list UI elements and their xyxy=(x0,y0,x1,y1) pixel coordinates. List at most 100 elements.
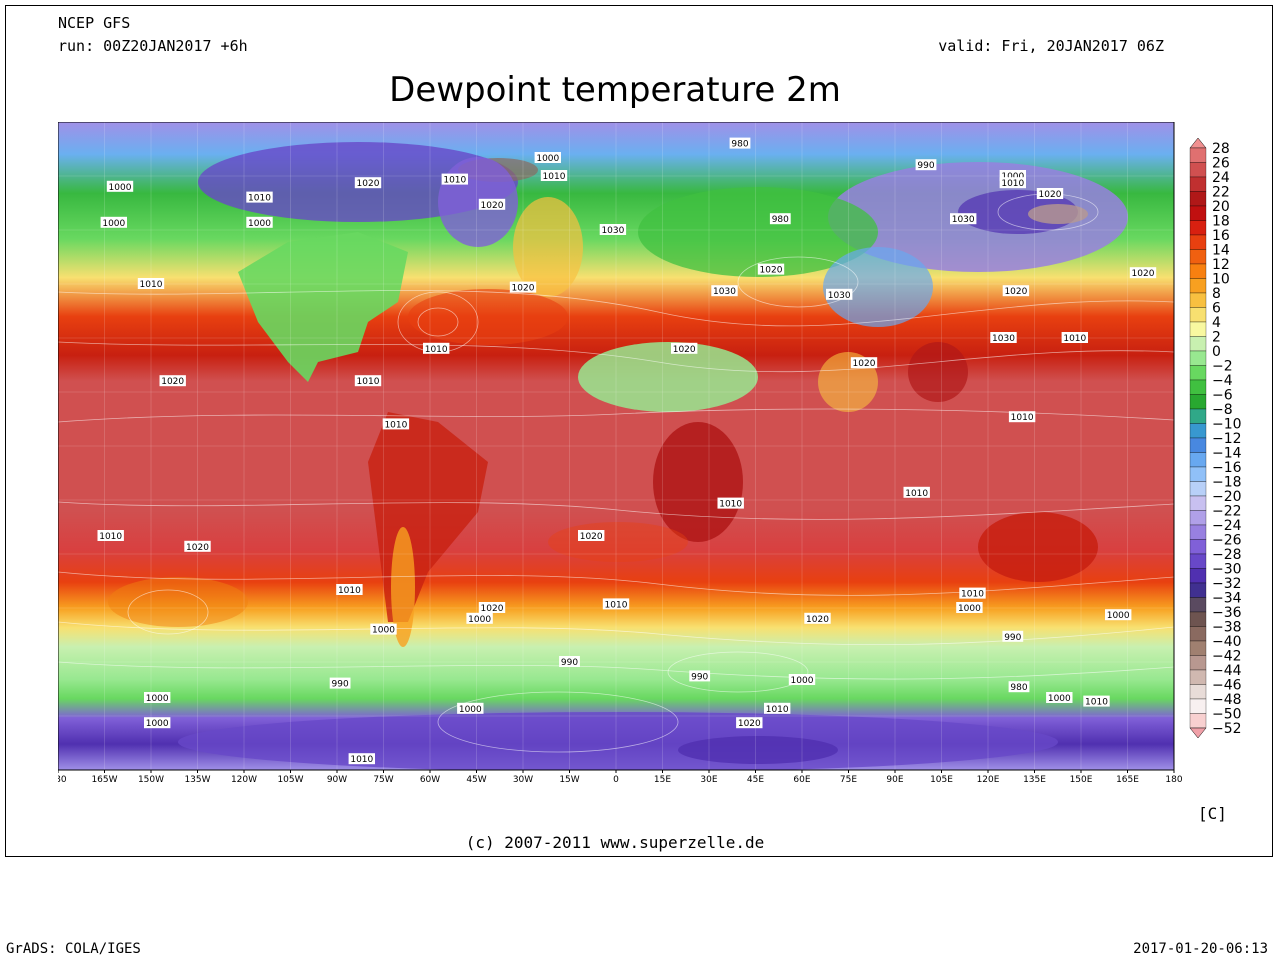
legend-label: −34 xyxy=(1212,591,1242,607)
isobar-label: 1000 xyxy=(100,216,127,229)
isobar-label: 1010 xyxy=(382,418,410,430)
isobar-label: 1000 xyxy=(144,692,171,704)
legend-swatch xyxy=(1189,263,1207,279)
legend-label: −42 xyxy=(1212,649,1242,665)
legend-top-arrow xyxy=(1189,138,1207,149)
lon-tick-label: 90W xyxy=(327,775,347,782)
legend-swatch xyxy=(1189,698,1207,714)
isobar-label: 1020 xyxy=(354,177,382,189)
isobar-label: 1000 xyxy=(466,612,493,625)
legend-swatch xyxy=(1189,481,1207,497)
svg-text:1010: 1010 xyxy=(99,532,122,542)
svg-text:1010: 1010 xyxy=(719,500,742,510)
run-info: run: 00Z20JAN2017 +6h xyxy=(58,37,248,55)
svg-text:1020: 1020 xyxy=(760,266,783,276)
svg-text:1010: 1010 xyxy=(961,590,984,600)
antarctica xyxy=(178,712,1058,770)
svg-text:1010: 1010 xyxy=(425,345,448,355)
lon-tick-label: 180 xyxy=(1165,775,1182,782)
se-asia xyxy=(908,342,968,402)
plot-frame xyxy=(5,5,1273,857)
isobar-label: 1010 xyxy=(602,598,630,610)
legend-label: 6 xyxy=(1212,301,1221,317)
isobar-label: 1010 xyxy=(354,375,382,387)
legend-swatch xyxy=(1189,452,1207,468)
svg-text:1000: 1000 xyxy=(372,626,395,636)
lon-tick-label: 15E xyxy=(654,775,671,782)
lon-tick-label: 165E xyxy=(1116,775,1139,782)
svg-text:1020: 1020 xyxy=(673,345,696,355)
dewpoint-map: 1020 1000 1000 1010 1000 1010 1020 1000 1010 980 9… xyxy=(58,122,1183,782)
svg-text:1010: 1010 xyxy=(140,280,163,290)
legend-label: −6 xyxy=(1212,388,1233,404)
isobar-label: 1010 xyxy=(97,530,124,542)
legend-swatch xyxy=(1189,408,1207,424)
svg-text:1000: 1000 xyxy=(958,604,981,614)
eurasia-green xyxy=(638,187,878,277)
isobar-label: 1000 xyxy=(534,152,561,164)
svg-text:1030: 1030 xyxy=(828,291,851,301)
isobar-label: 1000 xyxy=(999,170,1026,182)
svg-text:1000: 1000 xyxy=(468,615,491,625)
svg-text:1020: 1020 xyxy=(1039,190,1062,200)
isobar-label: 1010 xyxy=(959,587,986,600)
legend-label: −52 xyxy=(1212,721,1242,737)
map-axes: 90N75N60N45N30N15NEQ15S30S45S60S75S90S18… xyxy=(58,770,1183,782)
legend-label: 28 xyxy=(1212,141,1230,157)
isobar-label: 1000 xyxy=(144,717,171,729)
isobar-label: 1010 xyxy=(717,497,744,510)
legend-swatch xyxy=(1189,350,1207,366)
isobar-label: 1010 xyxy=(903,486,930,499)
legend-label: −30 xyxy=(1212,562,1242,578)
svg-text:1010: 1010 xyxy=(905,489,928,499)
lon-tick-label: 120W xyxy=(231,775,257,782)
isobar-label: 1000 xyxy=(956,602,983,614)
lon-tick-label: 135E xyxy=(1023,775,1046,782)
svg-text:1030: 1030 xyxy=(601,226,624,236)
svg-text:1020: 1020 xyxy=(1132,269,1155,279)
lon-tick-label: 60E xyxy=(793,775,810,782)
legend-label: 8 xyxy=(1212,286,1221,302)
svg-text:1000: 1000 xyxy=(146,719,169,729)
legend-swatch xyxy=(1189,147,1207,163)
svg-text:1010: 1010 xyxy=(1063,334,1086,344)
legend-label: −2 xyxy=(1212,359,1233,375)
isobar-label: 1020 xyxy=(850,357,878,369)
svg-text:980: 980 xyxy=(772,215,789,225)
lon-tick-label: 60W xyxy=(420,775,440,782)
legend-label: −18 xyxy=(1212,475,1242,491)
svg-text:980: 980 xyxy=(731,140,748,150)
isobar-label: 1020 xyxy=(1002,285,1030,297)
legend-swatch xyxy=(1189,539,1207,555)
svg-text:990: 990 xyxy=(1004,633,1021,643)
isobar-label: 980 xyxy=(729,137,751,150)
legend-swatch xyxy=(1189,336,1207,352)
svg-text:1020: 1020 xyxy=(161,377,184,387)
isobar-label: 1000 xyxy=(1046,692,1073,704)
legend-label: −48 xyxy=(1212,692,1242,708)
legend-swatch xyxy=(1189,307,1207,323)
legend-label: −4 xyxy=(1212,373,1233,389)
isobar-label: 1020 xyxy=(578,530,605,542)
legend-label: −20 xyxy=(1212,489,1242,505)
sahara xyxy=(578,342,758,412)
svg-text:1030: 1030 xyxy=(992,334,1015,344)
lon-tick-label: 30W xyxy=(513,775,533,782)
svg-text:1010: 1010 xyxy=(443,176,466,186)
legend-swatch xyxy=(1189,553,1207,569)
legend-swatch xyxy=(1189,524,1207,540)
legend-label: 2 xyxy=(1212,330,1221,346)
legend-swatch xyxy=(1189,423,1207,439)
isobar-label: 1000 xyxy=(246,216,273,229)
isobar-labels: 1020 1000 1000 1010 1000 1010 1020 1000 1010 980 9… xyxy=(97,137,1157,765)
legend-swatch xyxy=(1189,394,1207,410)
legend-swatch xyxy=(1189,495,1207,511)
isobar-label: 1010 xyxy=(137,278,165,290)
isobar-label: 1020 xyxy=(1036,188,1064,200)
isobar-label: 1010 xyxy=(540,170,568,182)
isobar-label: 1020 xyxy=(671,342,698,355)
legend-label: −28 xyxy=(1212,547,1242,563)
svg-text:1020: 1020 xyxy=(738,719,761,729)
legend-swatch xyxy=(1189,205,1207,221)
svg-text:1010: 1010 xyxy=(248,194,271,204)
